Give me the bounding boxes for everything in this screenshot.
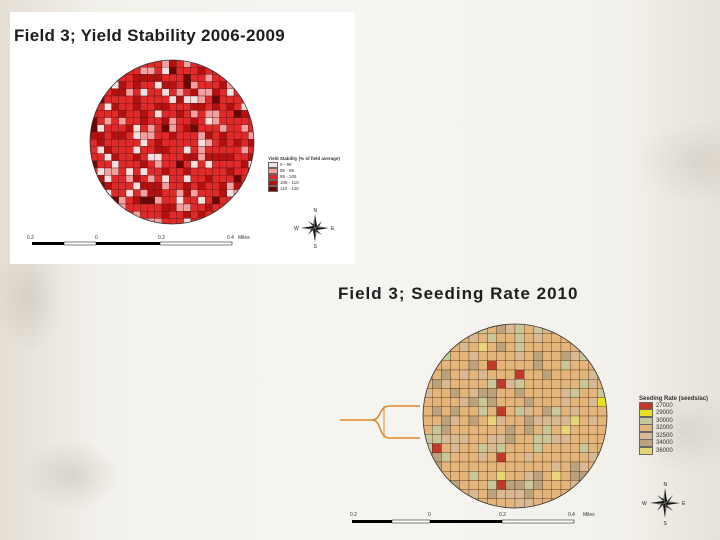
svg-text:W: W: [294, 226, 299, 232]
yield-legend-item: 95 - 105: [268, 174, 340, 180]
svg-text:W: W: [642, 501, 647, 507]
scale-bar-2: [352, 519, 575, 524]
field1-boundary: [89, 59, 255, 225]
scale1-label-d: 0.4: [227, 235, 234, 241]
yield-legend-label: 110 - 140: [280, 186, 299, 191]
yield-legend-label: 0 - 90: [280, 162, 292, 167]
scale2-label-a: 0.2: [350, 512, 357, 518]
yield-legend-label: 105 - 110: [280, 180, 299, 185]
scale2-label-b: 0: [428, 512, 431, 518]
seeding-legend-label: 34000: [656, 440, 673, 447]
seeding-legend-item: 36000: [639, 446, 708, 455]
legend2-title: Seeding Rate (seeds/ac): [639, 396, 709, 402]
compass-rose-1: N S E W: [294, 208, 335, 250]
yield-legend-label: 90 - 95: [280, 168, 295, 173]
yield-stability-legend: Yield Stability (% of field average) 0 -…: [268, 156, 340, 192]
legend1-title: Yield Stability (% of field average): [268, 156, 340, 161]
scale1-unit: Miles: [238, 235, 250, 241]
yield-legend-swatch: [268, 180, 278, 186]
seeding-rate-legend: Seeding Rate (seeds/ac) 27000 29000 30000 3…: [639, 396, 708, 455]
seeding-rate-title: Field 3; Seeding Rate 2010: [338, 284, 579, 303]
svg-text:N: N: [314, 208, 318, 214]
yield-legend-item: 105 - 110: [268, 180, 340, 186]
seeding-rate-panel: Field 3; Seeding Rate 2010: [330, 272, 720, 540]
svg-text:E: E: [331, 226, 335, 232]
yield-legend-swatch: [268, 162, 278, 168]
scale-bar-1: [32, 241, 233, 246]
yield-legend-item: 90 - 95: [268, 168, 340, 174]
callout-brace: [340, 405, 420, 439]
svg-text:N: N: [664, 482, 668, 488]
yield-legend-swatch: [268, 186, 278, 192]
scale2-label-d: 0.4: [568, 512, 575, 518]
seeding-legend-swatch: [639, 446, 653, 455]
seeding-legend-label: 36000: [656, 447, 673, 454]
scale2-unit: Miles: [583, 512, 595, 518]
svg-text:S: S: [664, 521, 668, 527]
seeding-legend-label: 27000: [656, 402, 673, 409]
scale2-label-c: 0.2: [499, 512, 506, 518]
yield-legend-swatch: [268, 174, 278, 180]
seeding-legend-label: 32500: [656, 432, 673, 439]
yield-legend-item: 110 - 140: [268, 186, 340, 192]
scale1-label-a: 0.2: [27, 235, 34, 241]
seeding-legend-label: 30000: [656, 417, 673, 424]
yield-legend-label: 95 - 105: [280, 174, 297, 179]
yield-legend-item: 0 - 90: [268, 162, 340, 168]
scale1-label-b: 0: [95, 235, 98, 241]
seeding-legend-label: 29000: [656, 410, 673, 417]
scale1-label-c: 0.2: [158, 235, 165, 241]
svg-text:E: E: [682, 501, 686, 507]
seeding-legend-label: 32000: [656, 425, 673, 432]
field2-boundary: [422, 323, 608, 509]
yield-legend-swatch: [268, 168, 278, 174]
yield-stability-title: Field 3; Yield Stability 2006-2009: [14, 26, 285, 45]
svg-text:S: S: [314, 244, 318, 250]
compass-rose-2: N S E W: [642, 482, 686, 527]
